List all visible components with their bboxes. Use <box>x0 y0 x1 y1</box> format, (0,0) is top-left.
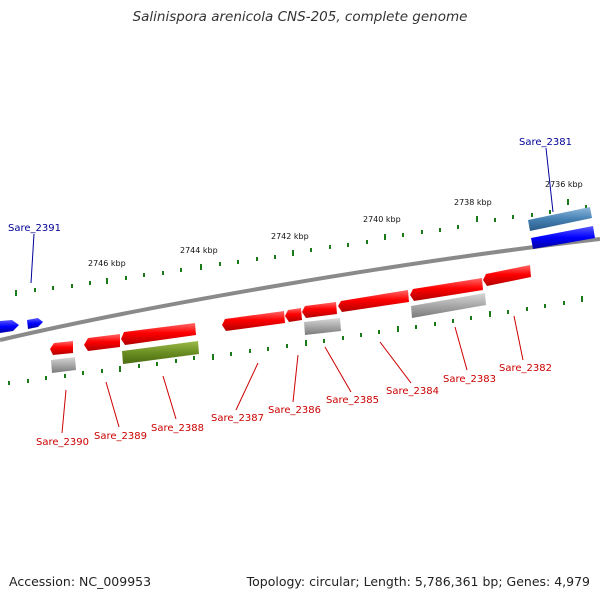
gene-label-sare-2385: Sare_2385 <box>326 395 379 406</box>
accession-text: Accession: NC_009953 <box>9 574 152 589</box>
gene-label-sare-2390: Sare_2390 <box>36 437 89 448</box>
leader-line-sare-2388 <box>162 375 177 420</box>
leader-line-sare-2389 <box>105 381 120 428</box>
gene-sare-2389[interactable] <box>84 334 120 351</box>
leader-line-sare-2384 <box>379 341 412 384</box>
scale-label-2742: 2742 kbp <box>271 232 309 241</box>
gene-label-sare-2387: Sare_2387 <box>211 413 264 424</box>
gene-sare-2384[interactable] <box>338 290 409 312</box>
blue-feature-sare-2381[interactable] <box>531 226 595 249</box>
scale-label-2740: 2740 kbp <box>363 215 401 224</box>
scale-label-2738: 2738 kbp <box>454 198 492 207</box>
gene-label-sare-2386: Sare_2386 <box>268 405 321 416</box>
gene-label-sare-2381: Sare_2381 <box>519 137 572 148</box>
scale-label-2744: 2744 kbp <box>180 246 218 255</box>
map-title: Salinispora arenicola CNS-205, complete … <box>132 9 468 25</box>
leader-line-sare-2386 <box>292 354 299 403</box>
scale-label-2736: 2736 kbp <box>545 180 583 189</box>
lower-tick-track <box>8 296 583 385</box>
gene-sare-2390[interactable] <box>50 341 73 355</box>
gene-sare-2385[interactable] <box>302 302 337 318</box>
gene-label-sare-2389: Sare_2389 <box>94 431 147 442</box>
gene-sare-2387[interactable] <box>222 311 285 331</box>
grey-feature-sare-2390[interactable] <box>51 357 76 373</box>
gene-sare-2388[interactable] <box>121 323 196 345</box>
gene-label-sare-2382: Sare_2382 <box>499 363 552 374</box>
leader-line-sare-2385 <box>324 346 352 393</box>
grey-feature-sare-2385[interactable] <box>304 318 341 335</box>
topology-text: Topology: circular; Length: 5,786,361 bp… <box>246 574 590 589</box>
gene-label-sare-2384: Sare_2384 <box>386 386 439 397</box>
gene-sare-2386[interactable] <box>285 308 302 322</box>
scale-label-2746: 2746 kbp <box>88 259 126 268</box>
blue-feature-left[interactable] <box>0 318 43 333</box>
upper-tick-track <box>15 199 587 296</box>
green-feature-sare-2388[interactable] <box>122 341 199 364</box>
steelblue-feature-sare-2381[interactable] <box>528 207 592 231</box>
gene-label-sare-2383: Sare_2383 <box>443 374 496 385</box>
leader-line-sare-2390 <box>61 389 67 434</box>
gene-label-sare-2391: Sare_2391 <box>8 223 61 234</box>
gene-label-sare-2388: Sare_2388 <box>151 423 204 434</box>
leader-line-sare-2387 <box>235 362 259 411</box>
leader-line-sare-2381 <box>545 147 554 213</box>
leader-line-sare-2391 <box>30 233 35 284</box>
genome-backbone <box>0 237 600 342</box>
gene-sare-2382[interactable] <box>483 265 531 286</box>
leader-line-sare-2382 <box>513 315 524 361</box>
gene-sare-2383[interactable] <box>410 278 483 301</box>
leader-line-sare-2383 <box>454 326 468 371</box>
grey-feature-sare-2383[interactable] <box>411 293 486 318</box>
